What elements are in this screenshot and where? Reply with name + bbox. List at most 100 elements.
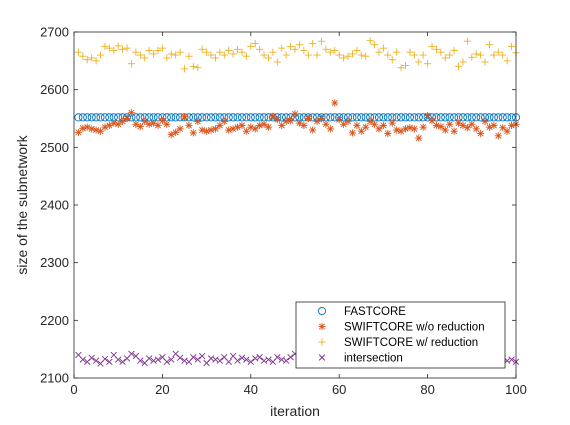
data-point	[185, 121, 193, 130]
data-point	[340, 120, 348, 128]
data-point	[194, 117, 202, 125]
data-point	[136, 51, 144, 59]
data-point	[494, 113, 503, 122]
data-point	[149, 50, 158, 58]
data-point	[494, 48, 502, 56]
data-point	[450, 127, 458, 135]
data-point	[100, 113, 109, 122]
data-point	[92, 357, 100, 364]
data-point	[432, 113, 441, 122]
y-axis-label: size of the subnetwork	[14, 134, 30, 274]
data-point	[220, 51, 228, 59]
x-tick-label: 60	[332, 382, 346, 397]
data-point	[485, 41, 494, 49]
data-point	[145, 355, 153, 362]
data-point	[119, 358, 126, 366]
data-point	[366, 117, 374, 125]
data-point	[410, 51, 418, 59]
data-point	[105, 113, 114, 122]
data-point	[454, 63, 463, 71]
data-point	[127, 60, 136, 68]
data-point	[260, 120, 268, 128]
data-point	[326, 113, 335, 122]
data-point	[141, 54, 149, 62]
data-point	[149, 119, 158, 127]
data-point	[397, 113, 406, 122]
data-point	[78, 113, 87, 122]
data-point	[489, 113, 498, 122]
data-point	[300, 46, 308, 55]
data-point	[432, 45, 441, 53]
data-point	[468, 120, 476, 128]
x-tick-label: 40	[244, 382, 258, 397]
data-point	[225, 126, 233, 134]
data-point	[198, 126, 206, 134]
data-point	[238, 121, 246, 130]
data-point	[190, 354, 197, 361]
data-point	[499, 124, 507, 132]
data-point	[388, 56, 396, 64]
data-point	[225, 46, 233, 55]
data-point	[393, 48, 401, 56]
data-point	[287, 354, 294, 361]
data-point	[251, 125, 259, 133]
data-point	[508, 356, 515, 363]
data-point	[476, 113, 485, 122]
data-point	[375, 125, 383, 133]
data-point	[224, 113, 233, 122]
data-point	[405, 113, 414, 122]
data-point	[176, 125, 184, 133]
data-point	[379, 121, 387, 130]
data-point	[485, 113, 494, 122]
data-point	[198, 113, 207, 122]
data-point	[256, 354, 263, 361]
data-point	[96, 113, 105, 122]
data-point	[246, 113, 255, 122]
data-point	[274, 354, 281, 361]
legend-marker	[318, 338, 326, 346]
data-point	[115, 356, 122, 363]
data-point	[119, 117, 127, 125]
data-point	[242, 52, 250, 60]
data-point	[88, 354, 95, 362]
data-point	[79, 124, 87, 132]
data-point	[397, 64, 405, 72]
data-point	[415, 58, 423, 66]
data-point	[96, 51, 105, 59]
y-tick-label: 2300	[40, 255, 69, 270]
data-point	[437, 48, 445, 56]
data-point	[436, 113, 445, 122]
data-point	[229, 113, 238, 122]
data-point	[92, 57, 100, 65]
data-point	[211, 125, 220, 133]
data-point	[507, 42, 516, 51]
data-point	[503, 57, 511, 65]
plot-frame	[73, 31, 517, 379]
data-point	[211, 54, 220, 62]
data-point	[242, 113, 251, 122]
data-point	[247, 42, 255, 51]
data-point	[79, 52, 87, 60]
data-point	[361, 113, 370, 122]
data-point	[393, 126, 401, 134]
data-point	[158, 44, 166, 52]
data-point	[463, 124, 471, 132]
data-point	[180, 113, 189, 121]
data-point	[468, 53, 476, 61]
data-point	[172, 51, 180, 59]
data-point	[260, 51, 268, 59]
data-point	[87, 113, 96, 122]
data-point	[353, 121, 361, 130]
series-1	[74, 99, 520, 142]
x-axis-label: iteration	[270, 403, 320, 419]
data-point	[330, 113, 339, 122]
data-point	[304, 114, 312, 123]
data-point	[180, 65, 189, 73]
data-point	[198, 352, 206, 360]
data-point	[264, 54, 273, 62]
data-point	[237, 113, 247, 122]
data-point	[229, 50, 237, 58]
data-point	[481, 58, 489, 66]
data-point	[406, 48, 414, 56]
data-point	[101, 355, 109, 363]
